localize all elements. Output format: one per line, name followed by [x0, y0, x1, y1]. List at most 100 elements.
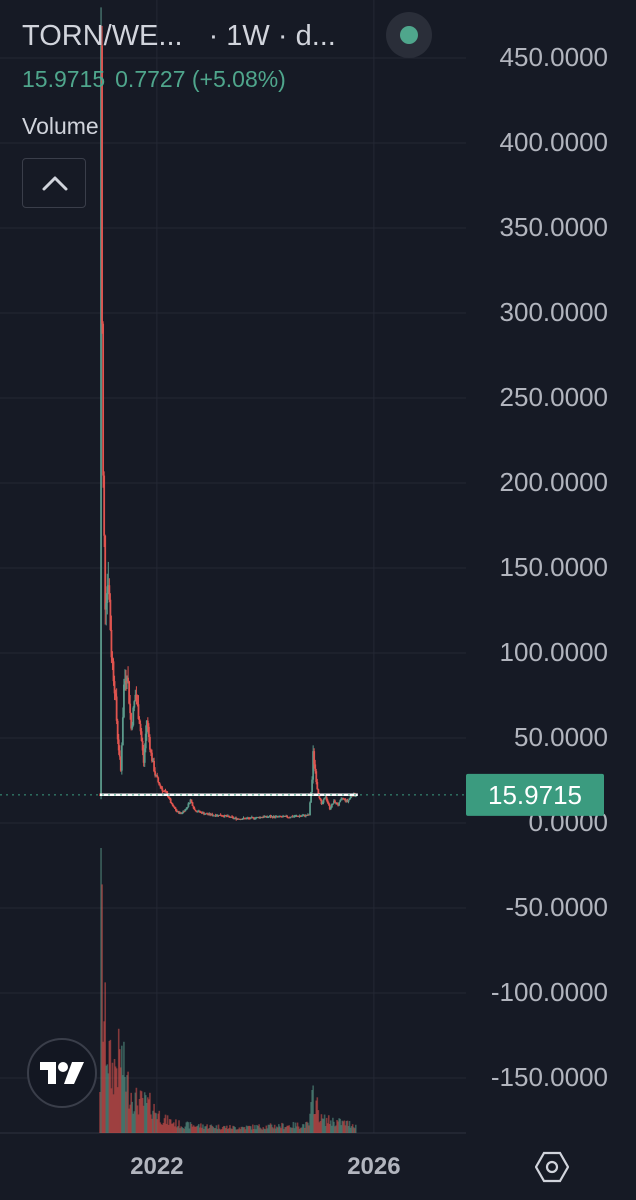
- candlesticks[interactable]: [99, 7, 357, 821]
- candle-body: [319, 797, 322, 800]
- volume-bar: [114, 1066, 117, 1133]
- candle-body: [340, 798, 343, 801]
- volume-bar: [262, 1127, 265, 1133]
- volume-bar: [150, 1114, 152, 1133]
- candle-body: [206, 813, 208, 815]
- volume-bar: [200, 1123, 202, 1133]
- volume-bar: [169, 1119, 172, 1133]
- candle-body: [293, 816, 296, 818]
- candle-body: [221, 815, 224, 817]
- candle-body: [324, 797, 327, 799]
- volume-bar: [205, 1126, 207, 1133]
- volume-bar: [217, 1124, 220, 1133]
- volume-bar: [232, 1125, 234, 1133]
- candle-body: [336, 802, 338, 805]
- interval-label[interactable]: · 1W · d...: [208, 20, 336, 52]
- candle-body: [238, 818, 241, 820]
- volume-bar: [314, 1114, 317, 1133]
- candle-body: [197, 810, 200, 812]
- volume-bar: [208, 1128, 210, 1133]
- volume-bar: [310, 1102, 312, 1133]
- volume-bar: [178, 1120, 180, 1133]
- candle-body: [101, 45, 103, 324]
- candle-body: [100, 45, 102, 795]
- volume-bar: [253, 1129, 255, 1133]
- price-axis[interactable]: 450.0000 400.0000 350.0000 300.0000 250.0000…: [491, 42, 608, 1092]
- price-axis-label: 300.0000: [500, 297, 608, 327]
- price-axis-label: -150.0000: [491, 1062, 608, 1092]
- candle-body: [103, 475, 106, 536]
- tradingview-logo[interactable]: [27, 1038, 97, 1108]
- volume-bar: [254, 1125, 256, 1133]
- time-axis-label: 2022: [130, 1153, 183, 1180]
- volume-bar: [112, 1094, 115, 1133]
- volume-bar: [306, 1121, 308, 1133]
- candle-body: [241, 818, 244, 820]
- volume-bar: [175, 1119, 177, 1133]
- volume-bar: [338, 1118, 340, 1133]
- candle-body: [200, 812, 203, 814]
- time-axis[interactable]: 2022 2026: [130, 1153, 400, 1180]
- candle-body: [159, 785, 162, 787]
- market-status-indicator[interactable]: [386, 12, 432, 58]
- volume-bar: [350, 1126, 353, 1133]
- volume-indicator-label[interactable]: Volume: [22, 113, 99, 139]
- volume-bar: [258, 1124, 260, 1133]
- settings-icon[interactable]: [535, 1150, 569, 1184]
- candle-body: [275, 816, 278, 818]
- volume-bar: [313, 1114, 315, 1133]
- candle-body: [209, 813, 212, 816]
- volume-bar: [284, 1127, 286, 1133]
- volume-bar: [296, 1122, 299, 1133]
- price-change: 0.7727 (+5.08%): [115, 66, 286, 92]
- candle-body: [233, 818, 236, 820]
- candle-body: [235, 817, 238, 820]
- candle-body: [346, 799, 349, 802]
- candle-body: [203, 812, 205, 815]
- volume-bar: [342, 1121, 345, 1133]
- candle-body: [232, 817, 234, 819]
- candle-body: [298, 815, 301, 817]
- volume-bar: [273, 1124, 276, 1133]
- volume-bar: [128, 1108, 130, 1133]
- candle-body: [270, 816, 273, 818]
- volume-bar: [107, 1073, 110, 1133]
- candle-body: [217, 814, 220, 816]
- candle-body: [110, 629, 113, 658]
- volume-bar: [298, 1128, 301, 1133]
- volume-bar: [248, 1125, 251, 1133]
- volume-bar: [331, 1125, 333, 1133]
- volume-bar: [343, 1120, 346, 1133]
- volume-bar: [315, 1100, 318, 1133]
- candle-body: [156, 775, 159, 778]
- candle-body: [291, 816, 294, 818]
- volume-bar: [295, 1126, 298, 1133]
- candle-body: [173, 807, 176, 809]
- volume-bar: [190, 1123, 193, 1133]
- collapse-indicators-button[interactable]: [22, 158, 86, 208]
- volume-bar: [131, 1101, 134, 1133]
- volume-bar: [143, 1092, 146, 1133]
- candle-body: [267, 816, 270, 818]
- volume-bar: [194, 1126, 197, 1133]
- symbol-name[interactable]: TORN/WE...: [22, 20, 183, 52]
- volume-bar: [241, 1126, 244, 1133]
- volume-bar: [335, 1125, 337, 1133]
- volume-bar: [317, 1110, 320, 1133]
- candle-body: [128, 681, 131, 704]
- volume-bar: [300, 1127, 303, 1133]
- candle-body: [114, 693, 117, 697]
- candle-body: [178, 811, 180, 814]
- candle-body: [117, 739, 120, 751]
- symbol-title[interactable]: TORN/WE... · 1W · d...: [22, 20, 336, 53]
- candle-body: [183, 811, 186, 813]
- volume-bar: [218, 1128, 221, 1133]
- candle-body: [177, 811, 179, 813]
- candle-body: [169, 798, 172, 803]
- volume-bar: [145, 1102, 148, 1133]
- candle-body: [152, 761, 154, 763]
- volume-bar: [126, 1075, 128, 1133]
- volume-bar: [229, 1125, 231, 1133]
- candle-body: [326, 800, 329, 803]
